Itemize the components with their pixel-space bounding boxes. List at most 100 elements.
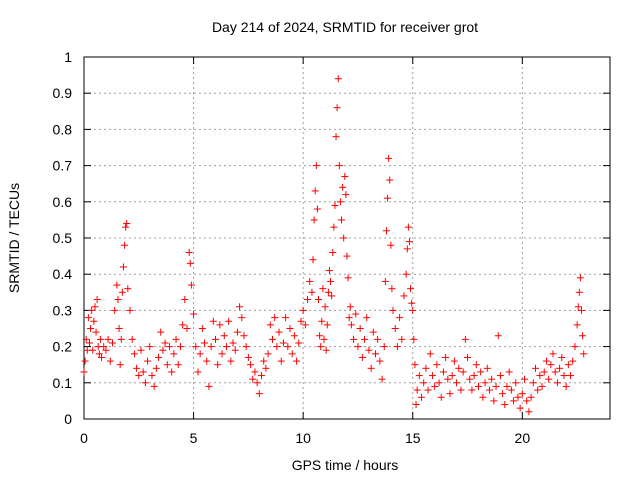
data-point — [114, 296, 122, 304]
data-point — [385, 154, 393, 162]
data-point — [186, 259, 194, 267]
data-point — [240, 332, 248, 340]
data-point — [450, 357, 458, 365]
axis-ticks: 0 5 10 15 20 0 0.1 0.2 0.3 0.4 0.5 0.6 0.7 0.8 0.9 1 — [53, 49, 610, 446]
data-point — [363, 314, 371, 322]
data-point — [562, 382, 570, 390]
data-point — [194, 368, 202, 376]
data-point — [461, 335, 469, 343]
data-point — [352, 310, 360, 318]
data-point — [404, 223, 412, 231]
data-point — [531, 364, 539, 372]
data-point — [518, 390, 526, 398]
x-axis-title: GPS time / hours — [292, 457, 399, 473]
data-point — [266, 321, 274, 329]
data-point — [481, 379, 489, 387]
y-tick-label: 0.1 — [53, 375, 73, 391]
x-tick-label: 5 — [190, 430, 198, 446]
data-point — [96, 335, 104, 343]
data-point — [459, 368, 467, 376]
data-point — [311, 187, 319, 195]
data-point — [523, 397, 531, 405]
data-point — [344, 274, 352, 282]
data-point — [236, 303, 244, 311]
data-point — [163, 361, 171, 369]
data-point — [479, 393, 487, 401]
data-point — [334, 75, 342, 83]
data-point — [293, 357, 301, 365]
data-point — [170, 350, 178, 358]
data-point — [580, 350, 588, 358]
data-point — [251, 368, 259, 376]
data-point — [483, 364, 491, 372]
y-tick-label: 0.9 — [53, 85, 73, 101]
data-point — [573, 321, 581, 329]
data-point — [253, 379, 261, 387]
data-point — [122, 223, 130, 231]
data-point — [431, 382, 439, 390]
data-point — [420, 379, 428, 387]
data-point — [378, 375, 386, 383]
data-point — [575, 288, 583, 296]
data-point — [402, 270, 410, 278]
data-point — [320, 335, 328, 343]
data-point — [457, 386, 465, 394]
data-point — [529, 379, 537, 387]
data-point — [488, 375, 496, 383]
data-point — [100, 343, 108, 351]
data-point — [490, 397, 498, 405]
data-point — [205, 382, 213, 390]
data-point — [549, 350, 557, 358]
data-point — [492, 382, 500, 390]
data-point — [475, 382, 482, 390]
data-point — [435, 379, 443, 387]
data-point — [152, 364, 160, 372]
data-point — [124, 285, 132, 293]
data-point — [341, 172, 349, 180]
data-point — [384, 194, 392, 202]
x-tick-label: 10 — [295, 430, 311, 446]
data-point — [358, 353, 366, 361]
data-point — [229, 339, 237, 347]
data-point — [87, 325, 95, 332]
data-point — [165, 343, 173, 351]
data-point — [218, 350, 226, 358]
data-point — [396, 314, 404, 322]
data-point — [324, 288, 332, 296]
data-point — [297, 317, 305, 325]
data-point — [268, 335, 276, 343]
data-point — [538, 382, 546, 390]
data-point — [534, 386, 542, 394]
data-point — [499, 390, 507, 398]
data-point — [426, 350, 434, 358]
data-point — [231, 346, 239, 354]
data-point — [304, 296, 312, 304]
data-point — [212, 335, 219, 343]
data-point — [325, 267, 333, 275]
y-tick-label: 1 — [64, 49, 72, 65]
data-point — [361, 335, 369, 343]
data-point — [388, 285, 396, 293]
data-point — [400, 292, 408, 300]
data-point — [350, 335, 358, 343]
data-point — [505, 368, 513, 376]
data-point — [172, 335, 180, 343]
data-point — [494, 332, 502, 340]
data-point — [405, 238, 413, 246]
data-point — [126, 306, 134, 314]
data-point — [521, 375, 529, 383]
data-point — [225, 317, 233, 325]
data-point — [192, 343, 200, 351]
data-point — [369, 328, 377, 336]
data-point — [333, 104, 341, 112]
data-point — [330, 223, 338, 231]
data-point — [214, 361, 222, 369]
data-point — [116, 361, 124, 369]
y-axis-title: SRMTID / TECUs — [6, 183, 22, 293]
data-point — [564, 361, 572, 369]
data-point — [455, 364, 463, 372]
data-point — [403, 245, 411, 253]
data-point — [316, 332, 324, 340]
data-point — [139, 368, 147, 376]
data-point — [407, 285, 415, 293]
